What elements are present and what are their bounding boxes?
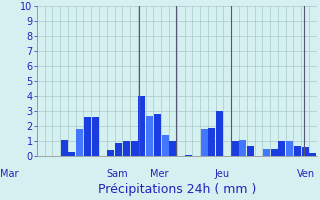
Bar	[294, 146, 301, 156]
Bar	[309, 153, 316, 156]
Bar	[107, 150, 114, 156]
Bar	[146, 116, 153, 156]
Bar	[216, 111, 223, 156]
Bar	[286, 141, 293, 156]
Bar	[68, 152, 75, 156]
Bar	[263, 148, 270, 156]
Bar	[239, 140, 246, 156]
Bar	[302, 147, 308, 156]
Bar	[232, 141, 239, 156]
Text: Ven: Ven	[297, 169, 315, 179]
Text: Mer: Mer	[150, 169, 169, 179]
Bar	[185, 154, 192, 156]
Bar	[84, 117, 91, 156]
Text: Mar: Mar	[0, 169, 19, 179]
Bar	[169, 141, 176, 156]
Bar	[76, 129, 83, 156]
Bar	[115, 142, 122, 156]
Bar	[247, 146, 254, 156]
Bar	[138, 96, 145, 156]
Bar	[270, 148, 277, 156]
Bar	[131, 141, 138, 156]
Bar	[201, 129, 208, 156]
Bar	[208, 128, 215, 156]
Bar	[123, 141, 130, 156]
Bar	[278, 141, 285, 156]
Text: Sam: Sam	[106, 169, 128, 179]
Text: Jeu: Jeu	[215, 169, 230, 179]
Bar	[92, 117, 99, 156]
Bar	[162, 135, 169, 156]
Bar	[154, 114, 161, 156]
Bar	[60, 140, 68, 156]
Text: Précipitations 24h ( mm ): Précipitations 24h ( mm )	[99, 183, 257, 196]
